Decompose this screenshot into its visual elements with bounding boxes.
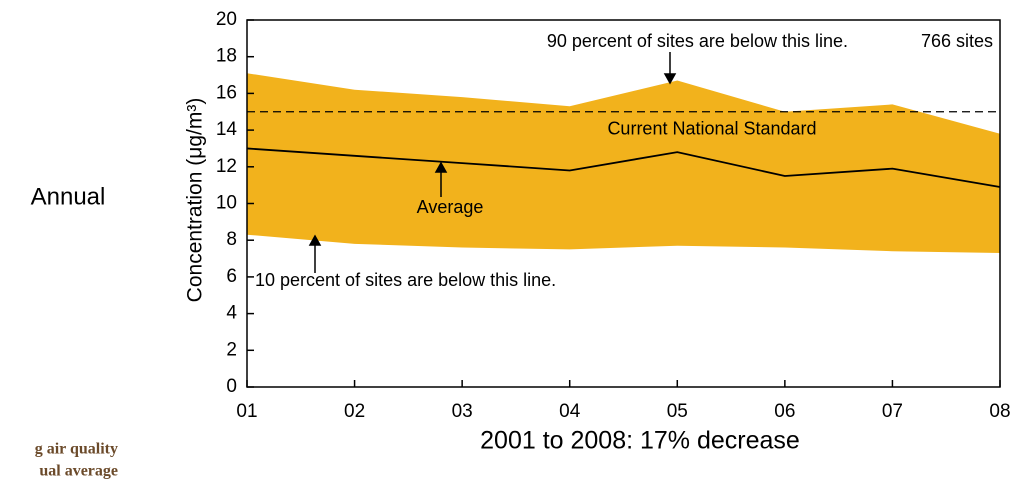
plot-area: Current National Standard [246, 73, 1001, 254]
x-tick-label: 05 [667, 401, 688, 422]
x-axis-label: 2001 to 2008: 17% decrease [480, 427, 800, 455]
band-area [247, 73, 1000, 254]
y-tick-label: 12 [216, 156, 237, 177]
y-tick-label: 0 [226, 376, 237, 397]
x-tick-label: 03 [452, 401, 473, 422]
side-label: Annual [31, 183, 106, 210]
arrowhead [308, 234, 322, 246]
x-tick-label: 08 [989, 401, 1010, 422]
annotation: 766 sites [921, 31, 993, 51]
y-tick-label: 16 [216, 82, 237, 103]
y-tick-label: 14 [216, 119, 238, 140]
arrowhead [434, 161, 448, 173]
x-tick-label: 02 [344, 401, 365, 422]
caption-fragment: g air quality [35, 441, 118, 458]
y-tick-label: 2 [226, 339, 237, 360]
average-line [246, 147, 1001, 188]
x-tick-label: 06 [774, 401, 795, 422]
caption-fragment: ual average [39, 463, 118, 480]
y-tick-label: 20 [216, 9, 237, 30]
annotation: 10 percent of sites are below this line. [255, 270, 556, 290]
y-tick-label: 6 [226, 266, 237, 287]
annotation: 90 percent of sites are below this line. [547, 31, 848, 51]
arrows [308, 52, 677, 273]
x-tick-label: 07 [882, 401, 903, 422]
y-tick-label: 8 [226, 229, 237, 250]
y-tick-label: 10 [216, 193, 237, 214]
y-tick-label: 4 [226, 303, 237, 324]
annotation: Average [417, 197, 484, 217]
x-tick-label: 04 [559, 401, 581, 422]
reference-label: Current National Standard [607, 119, 816, 139]
y-tick-label: 18 [216, 46, 237, 67]
x-tick-label: 01 [236, 401, 257, 422]
y-axis-label: Concentration (μg/m³) [184, 98, 207, 303]
arrowhead [663, 73, 677, 85]
